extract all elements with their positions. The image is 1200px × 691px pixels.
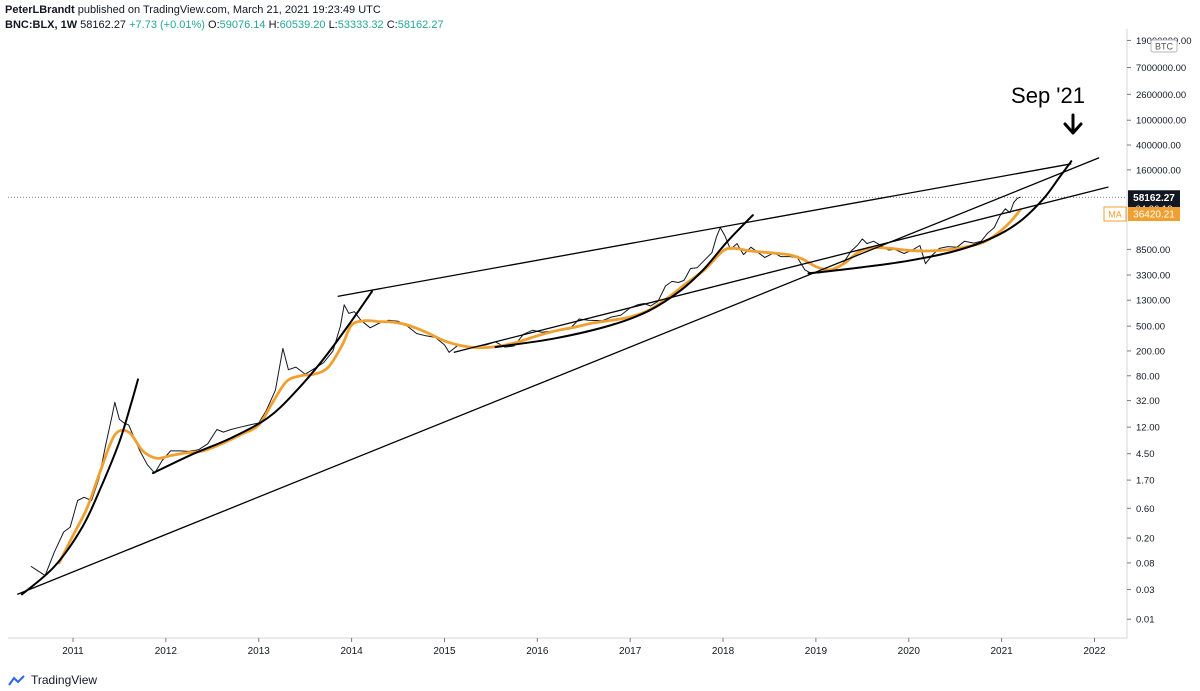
- x-tick-label: 2013: [248, 646, 271, 657]
- ohlc-legend: BNC:BLX, 1W 58162.27 +7.73 (+0.01%) O:59…: [5, 18, 444, 32]
- high-label: H:: [268, 19, 280, 31]
- x-tick-label: 2018: [712, 646, 735, 657]
- x-tick-label: 2014: [340, 646, 363, 657]
- y-unit-label: BTC: [1155, 42, 1174, 52]
- y-tick-label: 0.60: [1136, 504, 1155, 515]
- low-label: L:: [328, 19, 338, 31]
- y-tick-label: 8500.00: [1136, 245, 1170, 256]
- open-value: 59076.14: [219, 19, 266, 31]
- x-tick-label: 2021: [991, 646, 1014, 657]
- x-tick-label: 2020: [898, 646, 921, 657]
- y-tick-label: 400000.00: [1136, 141, 1181, 152]
- trendline-1[interactable]: [17, 157, 1100, 596]
- publish-header: PeterLBrandt published on TradingView.co…: [5, 3, 381, 17]
- trendline-2[interactable]: [337, 163, 1072, 297]
- x-tick-label: 2016: [526, 646, 549, 657]
- sep21-annotation: Sep '21: [1011, 83, 1085, 108]
- tradingview-logo-icon: [8, 674, 25, 686]
- y-tick-label: 12.00: [1136, 423, 1160, 434]
- symbol-label[interactable]: BNC:BLX, 1W: [5, 19, 78, 31]
- y-tick-label: 1000000.00: [1136, 116, 1186, 127]
- ma-value-tag: [1128, 207, 1180, 221]
- last-price-tag-value: 58162.27: [1133, 193, 1175, 204]
- y-tick-label: 0.01: [1136, 615, 1155, 626]
- x-tick-label: 2019: [805, 646, 828, 657]
- y-tick-label: 0.20: [1136, 534, 1155, 545]
- x-tick-label: 2017: [619, 646, 642, 657]
- close-label: C:: [386, 19, 398, 31]
- close-value: 58162.27: [397, 19, 444, 31]
- y-tick-label: 0.08: [1136, 558, 1155, 569]
- y-tick-label: 32.00: [1136, 396, 1160, 407]
- y-tick-label: 160000.00: [1136, 165, 1181, 176]
- ma-value-label: 36420.21: [1133, 210, 1175, 221]
- open-label: O:: [208, 19, 220, 31]
- moving-average-line[interactable]: [57, 208, 1022, 565]
- last-price: 58162.27: [80, 19, 127, 31]
- y-tick-label: 1.70: [1136, 476, 1155, 487]
- author-name[interactable]: PeterLBrandt: [5, 4, 75, 16]
- y-tick-label: 4.50: [1136, 449, 1155, 460]
- x-tick-label: 2012: [155, 646, 178, 657]
- high-value: 60539.20: [279, 19, 326, 31]
- y-tick-label: 2600000.00: [1136, 90, 1186, 101]
- unit-badge: [1150, 39, 1178, 53]
- y-tick-label: 7000000.00: [1136, 63, 1186, 74]
- x-tick-label: 2022: [1083, 646, 1106, 657]
- y-tick-label: 80.00: [1136, 371, 1160, 382]
- low-value: 53333.32: [337, 19, 384, 31]
- y-tick-label: 3300.00: [1136, 270, 1170, 281]
- y-tick-label: 500.00: [1136, 322, 1165, 333]
- price-change: +7.73 (+0.01%): [129, 19, 205, 31]
- publish-info: published on TradingView.com, March 21, …: [77, 4, 381, 16]
- y-tick-label: 0.03: [1136, 585, 1155, 596]
- x-tick-label: 2011: [62, 646, 84, 657]
- down-arrow-icon: [1063, 113, 1083, 135]
- ma-name-tag: [1103, 206, 1127, 222]
- y-tick-label: 200.00: [1136, 346, 1165, 357]
- parabolic-curve-1[interactable]: [20, 378, 139, 596]
- parabolic-curve-4[interactable]: [807, 160, 1073, 275]
- x-tick-label: 2015: [433, 646, 456, 657]
- trendline-3[interactable]: [453, 186, 1109, 353]
- tradingview-footer[interactable]: TradingView: [8, 673, 97, 687]
- parabolic-curve-3[interactable]: [494, 214, 754, 349]
- ma-name-label: MA: [1108, 210, 1122, 220]
- parabolic-curve-2[interactable]: [151, 290, 373, 475]
- tradingview-brand: TradingView: [31, 673, 98, 687]
- y-tick-label: 1300.00: [1136, 296, 1170, 307]
- price-series-line[interactable]: [30, 196, 1021, 577]
